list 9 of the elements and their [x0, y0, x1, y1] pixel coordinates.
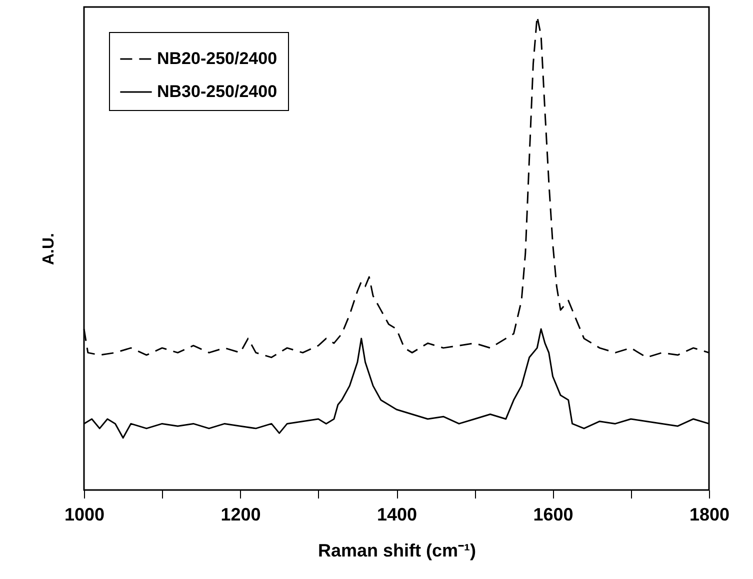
x-tick-label: 1400 — [376, 504, 418, 524]
x-tick-label: 1800 — [689, 504, 730, 524]
x-tick-label: 1600 — [533, 504, 574, 524]
x-axis-title: Raman shift (cm⁻¹) — [318, 540, 476, 560]
x-tick-label: 1000 — [64, 504, 105, 524]
legend-label: NB20-250/2400 — [157, 49, 278, 68]
y-axis-title: A.U. — [40, 233, 58, 265]
legend-label: NB30-250/2400 — [157, 82, 278, 101]
x-tick-label: 1200 — [220, 504, 261, 524]
